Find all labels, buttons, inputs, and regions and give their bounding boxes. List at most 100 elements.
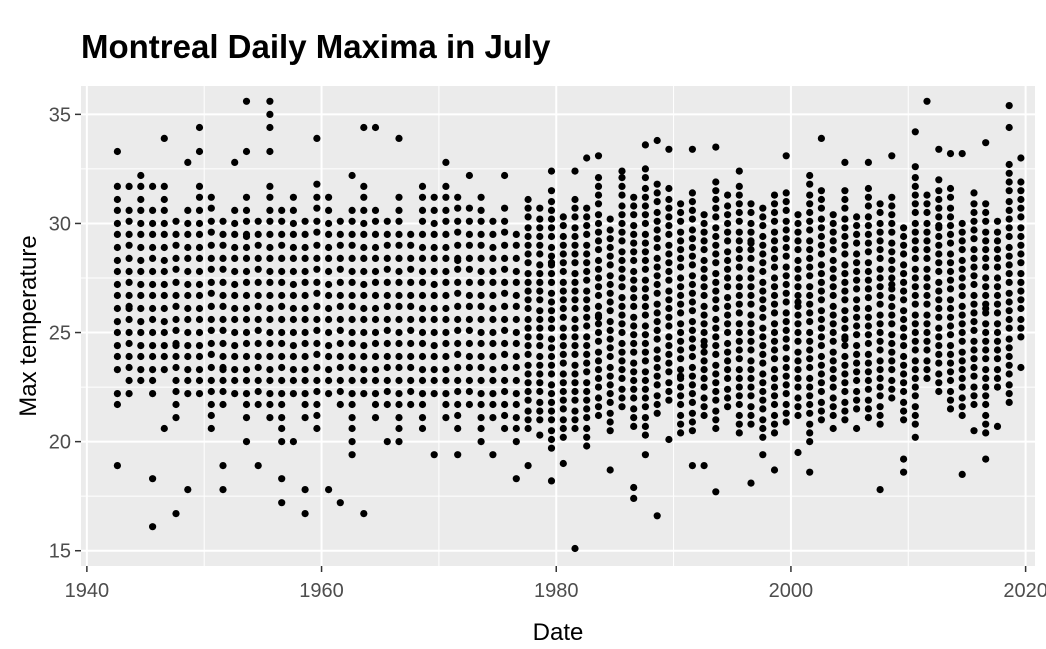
data-point	[289, 254, 297, 262]
data-point	[829, 328, 837, 337]
data-point	[806, 272, 814, 280]
data-point	[876, 392, 884, 400]
data-point	[630, 405, 638, 413]
data-point	[360, 376, 368, 385]
data-point	[594, 291, 603, 300]
data-point	[149, 475, 157, 483]
data-point	[160, 318, 168, 326]
data-point	[231, 280, 239, 289]
data-point	[524, 342, 532, 350]
data-point	[125, 267, 133, 276]
data-point	[524, 241, 532, 249]
data-point	[371, 376, 380, 385]
data-point	[348, 438, 356, 446]
data-point	[829, 237, 837, 245]
data-point	[817, 187, 826, 195]
data-point	[782, 418, 790, 426]
data-point	[735, 355, 743, 363]
data-point	[418, 193, 427, 201]
data-point	[759, 267, 767, 276]
data-point	[242, 97, 251, 105]
data-point	[606, 326, 614, 334]
data-point	[841, 224, 849, 232]
data-point	[606, 363, 614, 372]
data-point	[113, 256, 121, 265]
data-point	[313, 302, 321, 310]
data-point	[935, 296, 943, 304]
data-point	[289, 315, 297, 324]
data-point	[301, 486, 309, 494]
data-point	[571, 315, 579, 324]
data-point	[677, 274, 685, 282]
data-point	[160, 291, 168, 300]
data-point	[442, 376, 450, 385]
data-point	[806, 237, 814, 245]
data-point	[301, 400, 309, 409]
data-point	[278, 328, 286, 337]
data-point	[735, 228, 743, 236]
data-point	[489, 390, 497, 398]
data-point	[254, 363, 262, 372]
data-point	[665, 387, 673, 396]
data-point	[853, 368, 861, 376]
data-point	[254, 315, 262, 324]
data-point	[160, 243, 168, 252]
data-point	[184, 342, 192, 350]
data-point	[829, 283, 837, 291]
data-point	[512, 475, 520, 483]
data-point	[888, 152, 896, 160]
data-point	[982, 355, 990, 363]
data-point	[759, 333, 767, 341]
data-point	[677, 337, 685, 345]
data-point	[958, 470, 966, 478]
data-point	[348, 267, 356, 276]
data-point	[383, 376, 391, 385]
data-point	[301, 414, 309, 422]
data-point	[547, 198, 556, 206]
data-point	[125, 278, 133, 286]
data-point	[231, 376, 239, 385]
data-point	[618, 265, 626, 273]
data-point	[536, 261, 544, 269]
data-point	[583, 405, 591, 413]
data-point	[348, 363, 356, 372]
data-point	[864, 331, 873, 339]
data-point	[336, 339, 344, 348]
data-point	[724, 403, 732, 411]
data-point	[137, 267, 145, 276]
data-point	[242, 206, 251, 214]
data-point	[524, 213, 532, 221]
data-point	[477, 278, 485, 286]
data-point	[817, 278, 826, 286]
data-point	[430, 193, 438, 201]
data-point	[501, 254, 509, 262]
data-point	[371, 352, 380, 361]
data-point	[630, 222, 638, 230]
data-point	[512, 414, 520, 422]
data-point	[418, 217, 427, 225]
data-point	[806, 291, 814, 300]
data-point	[137, 342, 145, 350]
data-point	[946, 276, 955, 284]
data-point	[559, 416, 567, 424]
data-point	[395, 193, 403, 201]
data-point	[735, 400, 743, 409]
data-point	[653, 335, 661, 343]
data-point	[348, 230, 356, 238]
data-point	[618, 357, 626, 365]
data-point	[512, 424, 520, 433]
data-point	[418, 304, 427, 313]
data-point	[618, 348, 626, 356]
data-point	[571, 259, 579, 267]
data-point	[184, 352, 192, 361]
data-point	[454, 315, 462, 324]
data-point	[724, 237, 732, 245]
data-point	[395, 315, 403, 324]
data-point	[618, 394, 626, 402]
data-point	[923, 346, 931, 354]
data-point	[630, 211, 638, 219]
data-point	[360, 230, 368, 238]
data-point	[266, 315, 274, 324]
data-point	[876, 366, 884, 374]
data-point	[278, 291, 286, 300]
